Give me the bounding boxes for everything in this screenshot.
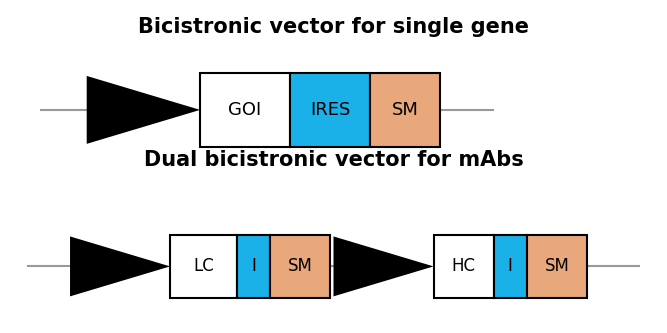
Bar	[270, 235, 330, 298]
Bar	[237, 235, 270, 298]
Text: GOI: GOI	[229, 101, 261, 119]
Text: HC: HC	[452, 257, 476, 275]
Text: I: I	[251, 257, 256, 275]
Text: SM: SM	[392, 101, 419, 119]
Polygon shape	[70, 236, 170, 296]
Bar	[370, 73, 440, 147]
Bar	[494, 235, 527, 298]
Bar	[170, 235, 237, 298]
Text: Dual bicistronic vector for mAbs: Dual bicistronic vector for mAbs	[143, 150, 524, 170]
Bar	[200, 73, 290, 147]
Text: SM: SM	[544, 257, 570, 275]
Bar	[290, 73, 370, 147]
Text: SM: SM	[287, 257, 313, 275]
Text: IRES: IRES	[310, 101, 350, 119]
Text: LC: LC	[193, 257, 214, 275]
Polygon shape	[334, 236, 434, 296]
Text: Bicistronic vector for single gene: Bicistronic vector for single gene	[138, 17, 529, 37]
Text: I: I	[508, 257, 513, 275]
Bar	[527, 235, 587, 298]
Bar	[434, 235, 494, 298]
Polygon shape	[87, 76, 200, 144]
